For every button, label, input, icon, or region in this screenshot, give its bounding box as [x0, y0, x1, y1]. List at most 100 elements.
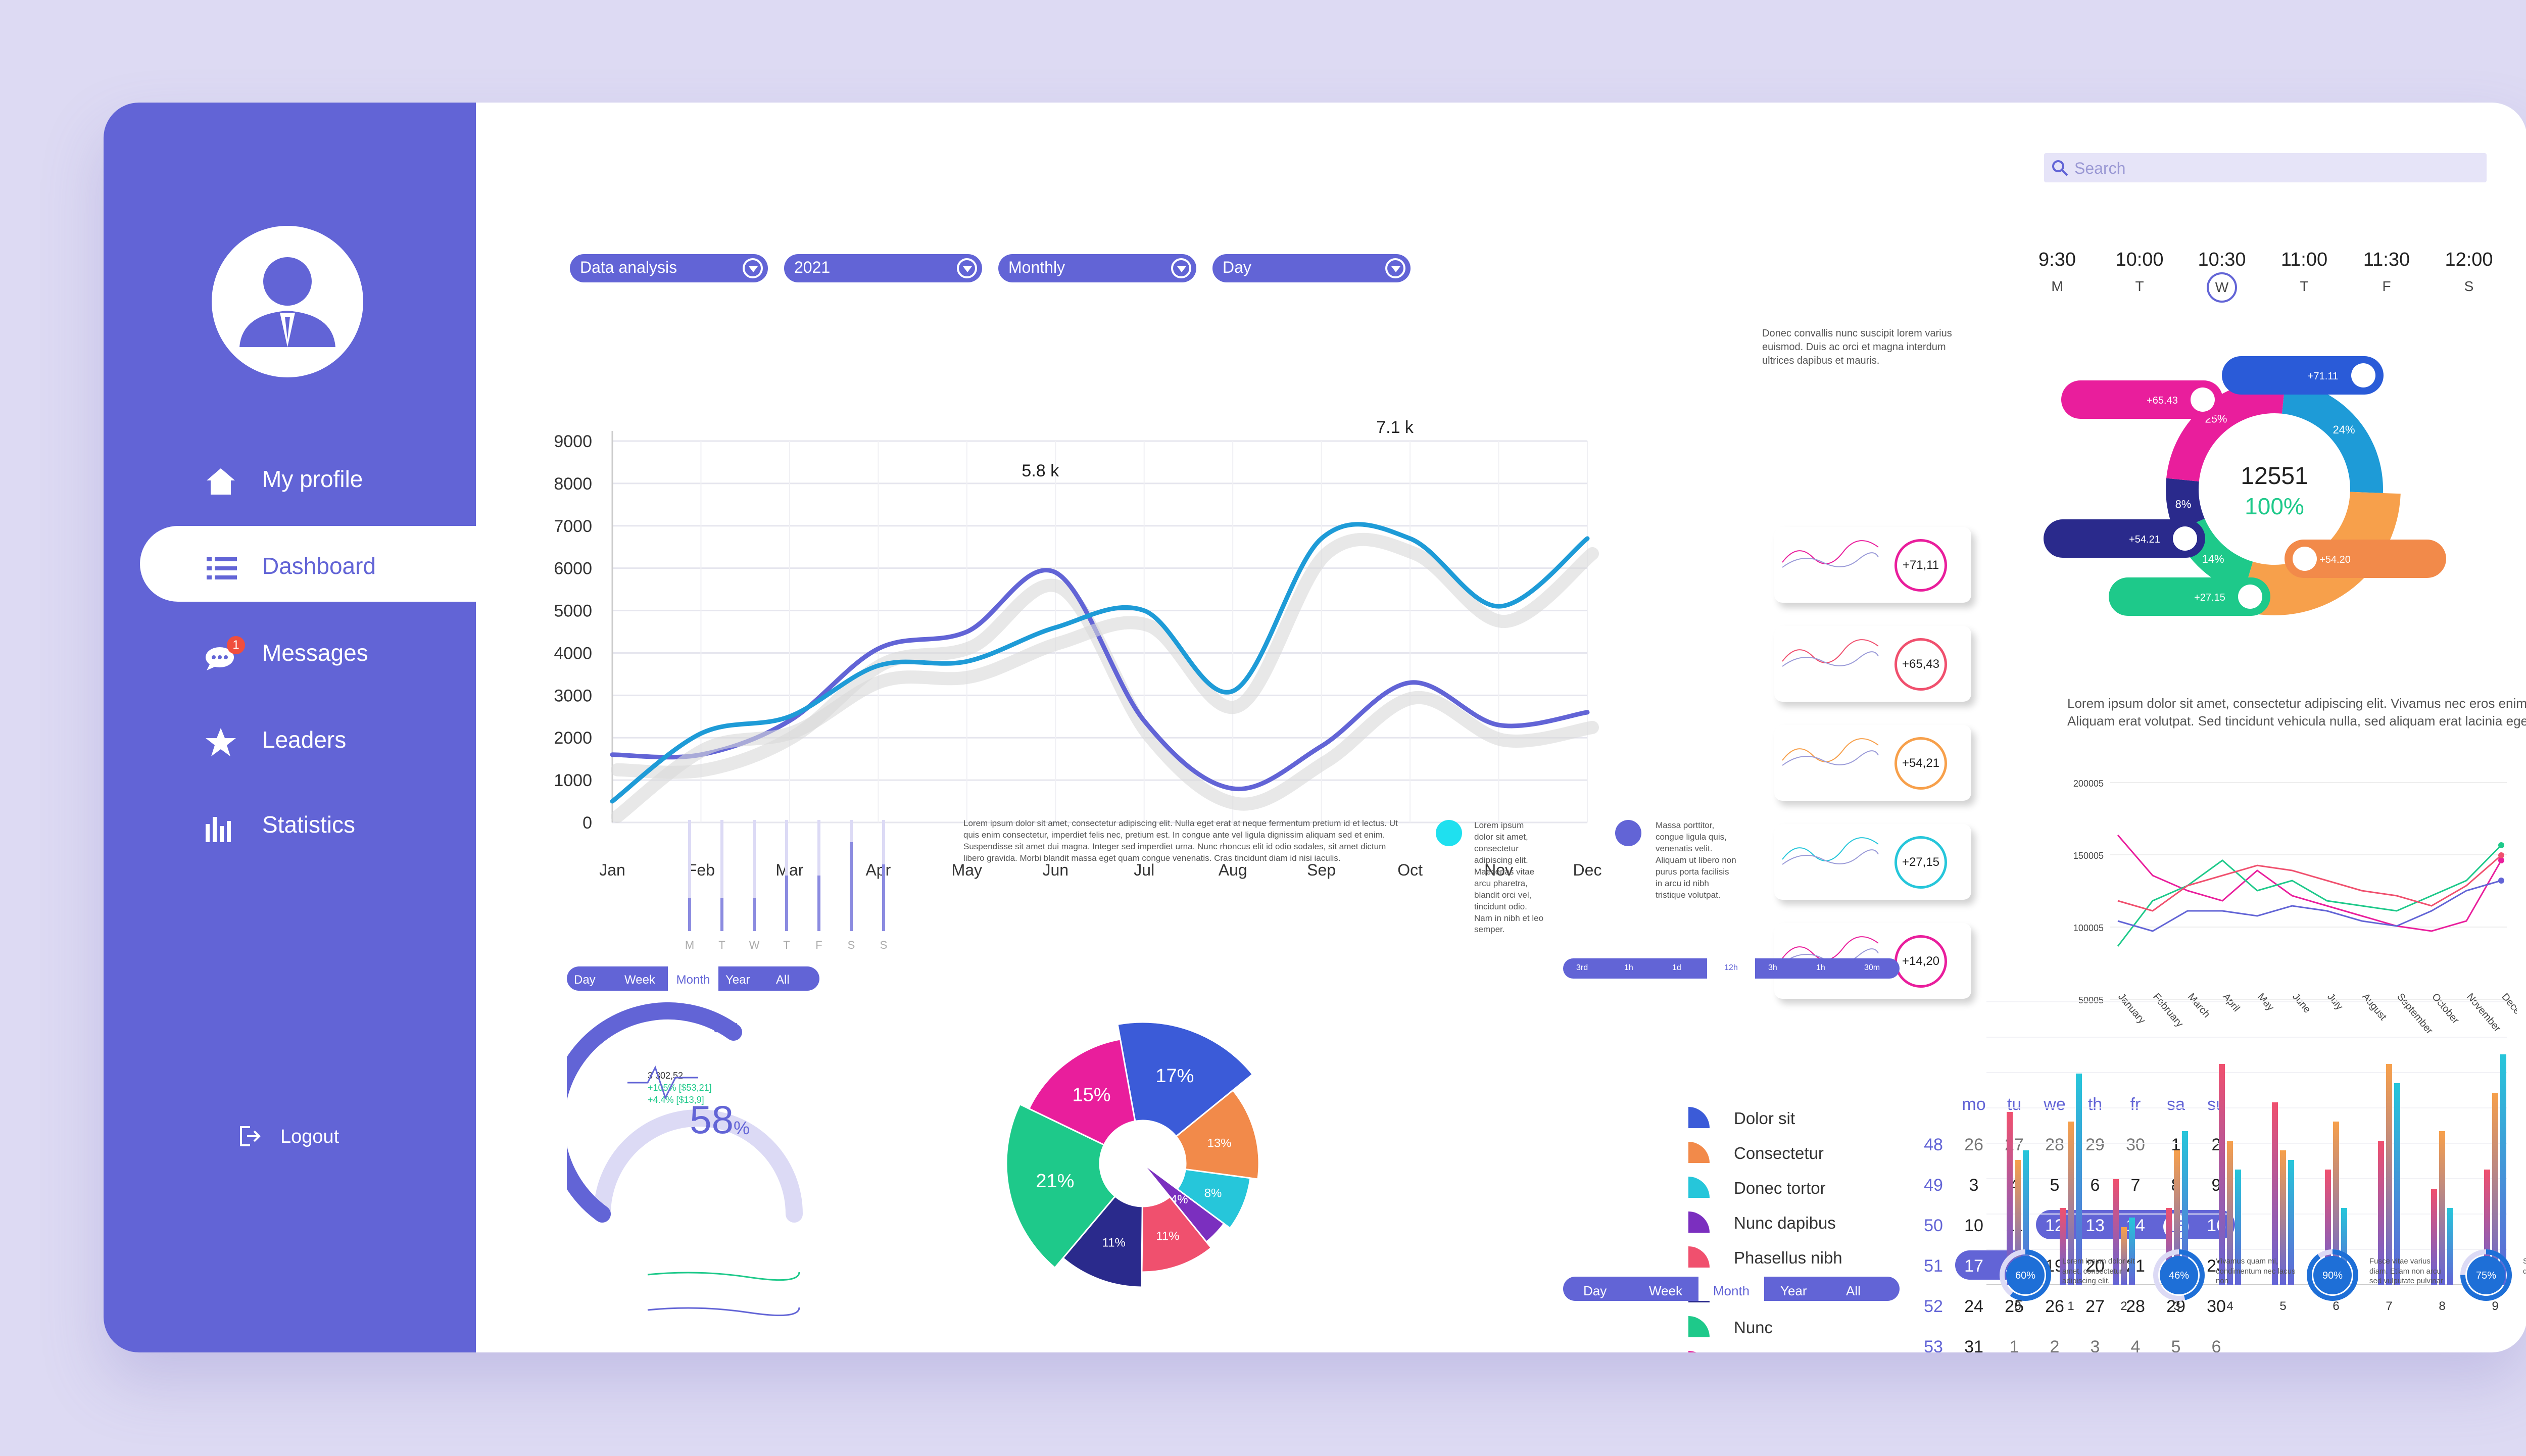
calendar-tab-month[interactable]: Month	[1698, 1277, 1764, 1301]
sidebar-item-dashboard[interactable]: Dashboard	[140, 526, 494, 602]
time-slot[interactable]: 12:30	[2511, 249, 2526, 271]
calendar-view-tabs[interactable]: Day Week Month Year All	[1563, 1277, 1900, 1301]
day-label[interactable]: T	[2300, 278, 2309, 294]
series-end-dot	[2498, 842, 2504, 848]
time-slot[interactable]: 11:00	[2280, 249, 2328, 270]
calendar-day[interactable]: 17	[1964, 1256, 1983, 1276]
range-tab[interactable]: 1h	[1624, 963, 1633, 972]
calendar-day[interactable]: 5	[2050, 1176, 2060, 1195]
calendar-day[interactable]: 7	[2130, 1176, 2141, 1195]
calendar-day[interactable]: 1	[2009, 1337, 2019, 1352]
calendar-day[interactable]: 24	[1964, 1297, 1983, 1316]
y-tick-label: 0	[582, 813, 592, 833]
calendar-day[interactable]: 2	[2211, 1135, 2221, 1154]
calendar-tab-all[interactable]: All	[1846, 1283, 1861, 1298]
time-slot[interactable]: 9:30	[2038, 249, 2076, 270]
range-tab[interactable]: 30m	[1864, 963, 1880, 972]
y-tick-label: 9000	[554, 432, 592, 451]
mini-stat-ring: +54,21	[1894, 737, 1947, 790]
progress-ring: 75%	[2460, 1249, 2512, 1301]
calendar-day[interactable]: 28	[2045, 1135, 2064, 1154]
gauge-tabs[interactable]: Day Week Month Year All	[567, 966, 819, 991]
time-slot[interactable]: 10:00	[2115, 249, 2164, 270]
sidebar-item-statistics[interactable]: Statistics	[104, 785, 476, 860]
gauge-tab-week[interactable]: Week	[624, 973, 655, 987]
calendar-day[interactable]: 20	[2085, 1256, 2105, 1276]
time-slot[interactable]: 11:30	[2363, 249, 2410, 270]
range-tab[interactable]: 12h	[1707, 958, 1755, 979]
calendar-day[interactable]: 31	[1964, 1337, 1983, 1352]
range-tab[interactable]: 3rd	[1576, 963, 1588, 972]
range-tab[interactable]: 1h	[1816, 963, 1825, 972]
gauge-tab-month[interactable]: Month	[668, 966, 718, 991]
gauge-tab-year[interactable]: Year	[725, 973, 750, 987]
calendar-tab-year[interactable]: Year	[1780, 1283, 1807, 1298]
calendar-day[interactable]: 30	[2126, 1135, 2145, 1154]
pie-slice-label: 11%	[1102, 1236, 1126, 1250]
bar	[2219, 1064, 2225, 1285]
bar	[2333, 1122, 2339, 1285]
x-tick-label: 1	[2067, 1299, 2074, 1313]
calendar-tab-day[interactable]: Day	[1583, 1283, 1607, 1298]
calendar-day[interactable]: 26	[1964, 1135, 1983, 1154]
ring-core	[2160, 1256, 2198, 1294]
mini-stat-card[interactable]: +27,15	[1774, 824, 1971, 900]
y-tick-label: 200005	[2073, 779, 2104, 789]
day-label[interactable]: W	[2207, 272, 2237, 303]
donut-center-value: 12551	[2241, 463, 2308, 490]
calendar-day[interactable]: 29	[2085, 1135, 2105, 1154]
donut-slice-label: 8%	[2175, 498, 2192, 511]
gauge-tab-day[interactable]: Day	[574, 973, 596, 987]
calendar-day[interactable]: 6	[2090, 1176, 2100, 1195]
filter-year[interactable]: 2021	[784, 254, 982, 282]
calendar-day[interactable]: 1	[2171, 1135, 2181, 1154]
calendar-day[interactable]: 6	[2211, 1337, 2221, 1352]
time-slot[interactable]: 10:30	[2198, 249, 2246, 270]
gauge-peak-label: 58%	[713, 1020, 740, 1035]
sidebar-item-my-profile[interactable]: My profile	[104, 439, 476, 515]
calendar-day[interactable]: 2	[2050, 1337, 2060, 1352]
mini-stat-card[interactable]: +71,11	[1774, 527, 1971, 603]
calendar-day[interactable]: 10	[1964, 1216, 1983, 1235]
calendar-range-tabs[interactable]: 3rd 1h 1d 12h 3h 1h 30m	[1563, 958, 1900, 979]
calendar-day[interactable]: 5	[2171, 1337, 2181, 1352]
gauge-tab-all[interactable]: All	[776, 973, 790, 987]
calendar-tab-week[interactable]: Week	[1649, 1283, 1682, 1298]
calendar-day[interactable]: 26	[2045, 1297, 2064, 1316]
logout-label: Logout	[280, 1126, 339, 1147]
calendar-day[interactable]: 13	[2085, 1216, 2105, 1235]
day-label[interactable]: F	[2382, 278, 2391, 294]
filter-granularity[interactable]: Day	[1212, 254, 1411, 282]
day-label[interactable]: M	[2051, 278, 2063, 294]
pie-slice	[1175, 1089, 1260, 1180]
sidebar-item-messages[interactable]: 1 Messages	[104, 613, 476, 689]
filter-data-analysis[interactable]: Data analysis	[570, 254, 768, 282]
calendar-day[interactable]: 3	[1969, 1176, 1979, 1195]
sidebar-item-leaders[interactable]: Leaders	[104, 700, 476, 775]
day-label[interactable]: T	[2135, 278, 2144, 294]
range-tab[interactable]: 3h	[1768, 963, 1777, 972]
day-label[interactable]: S	[2511, 278, 2526, 295]
filter-period[interactable]: Monthly	[998, 254, 1196, 282]
range-tab[interactable]: 1d	[1672, 963, 1681, 972]
calendar-day[interactable]: 4	[2130, 1337, 2141, 1352]
calendar-day[interactable]: 28	[2126, 1297, 2145, 1316]
bar	[2007, 1112, 2013, 1285]
mini-stat-card[interactable]: +65,43	[1774, 626, 1971, 702]
gauge-unit: %	[734, 1118, 750, 1138]
mini-stat-card[interactable]: +14,20	[1774, 923, 1971, 999]
x-tick-label: Aug	[1219, 861, 1247, 879]
progress-ring: 46%	[2153, 1249, 2205, 1301]
sparkline-path	[1782, 837, 1879, 861]
avatar[interactable]	[212, 226, 363, 377]
calendar-day[interactable]: 9	[2211, 1176, 2221, 1195]
legend-swatch	[1688, 1351, 1710, 1352]
calendar-day[interactable]: 3	[2090, 1337, 2100, 1352]
day-label[interactable]: S	[2464, 278, 2474, 294]
mini-stat-card[interactable]: +54,21	[1774, 725, 1971, 801]
calendar-day[interactable]: 30	[2207, 1297, 2226, 1316]
time-slot[interactable]: 12:00	[2445, 249, 2493, 270]
calendar-day[interactable]: 27	[2085, 1297, 2105, 1316]
main-content: Search Data analysis 2021 Monthly Day 90…	[476, 103, 2526, 1352]
search-input[interactable]: Search	[2044, 153, 2487, 182]
